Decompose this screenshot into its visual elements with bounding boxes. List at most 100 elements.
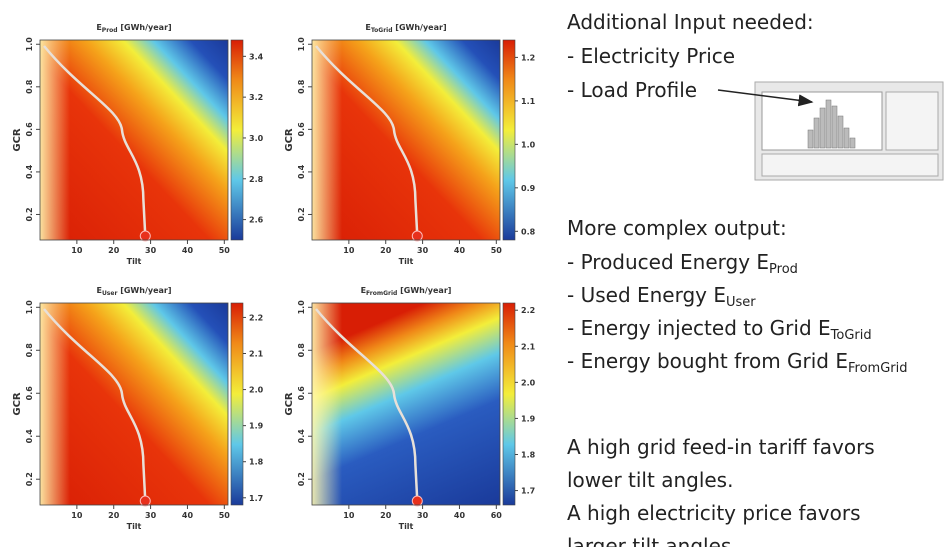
x-tick-label: 20 [380, 511, 392, 520]
colorbar-tick-label: 1.0 [521, 140, 536, 149]
input-heading: Additional Input needed: [567, 10, 814, 34]
x-tick-label: 20 [108, 511, 120, 520]
output-item-text: - Energy bought from Grid E [567, 349, 848, 373]
colorbar-tick-label: 2.2 [521, 306, 535, 315]
colorbar-tick-label: 2.8 [249, 175, 264, 184]
x-tick-label: 50 [491, 246, 503, 255]
y-axis-label: GCR [284, 128, 295, 152]
colorbar-tick-label: 2.2 [249, 313, 263, 322]
x-axis-label: Tilt [127, 522, 142, 531]
x-tick-label: 10 [343, 246, 355, 255]
optimum-point [140, 496, 150, 506]
colorbar-tick-label: 1.8 [521, 451, 536, 460]
note: lower tilt angles. [567, 468, 733, 492]
title-sub: ToGrid [371, 27, 393, 34]
x-tick-label: 60 [491, 511, 503, 520]
y-axis-label: GCR [284, 392, 295, 416]
output-heading: More complex output: [567, 216, 787, 240]
y-tick-label: 0.4 [25, 164, 34, 179]
colorbar [503, 303, 515, 505]
x-axis-label: Tilt [399, 257, 414, 266]
y-tick-label: 0.8 [25, 79, 34, 94]
x-tick-label: 10 [71, 511, 83, 520]
colorbar-tick-label: 2.1 [521, 342, 536, 351]
note: A high electricity price favors [567, 501, 861, 525]
panel-title: EFromGrid [GWh/year] [361, 286, 452, 297]
output-item-text: - Used Energy E [567, 283, 726, 307]
y-tick-label: 0.8 [25, 343, 34, 358]
colorbar [231, 40, 243, 240]
colorbar-tick-label: 1.9 [521, 414, 536, 423]
x-tick-label: 40 [454, 246, 466, 255]
colorbar-tick-label: 2.0 [249, 386, 264, 395]
y-tick-label: 1.0 [25, 37, 34, 52]
y-tick-label: 0.6 [25, 386, 34, 401]
colorbar-tick-label: 2.1 [249, 350, 264, 359]
colorbar-tick-label: 1.7 [521, 487, 535, 496]
title-sub: User [102, 290, 118, 297]
title-rest: [GWh/year] [117, 286, 171, 295]
colorbar-tick-label: 0.9 [521, 184, 536, 193]
optimum-point [412, 496, 422, 506]
slide: EProd [GWh/year] 10 20 30 40 50 0.2 0.4 0.6 0.8 1.… [0, 0, 947, 547]
thumbnail [755, 82, 943, 180]
input-item: - Electricity Price [567, 44, 735, 68]
x-tick-label: 40 [454, 511, 466, 520]
y-tick-label: 0.6 [297, 386, 306, 401]
x-tick-label: 40 [182, 246, 194, 255]
y-axis-label: GCR [12, 392, 23, 416]
x-tick-label: 30 [145, 246, 157, 255]
x-tick-label: 10 [343, 511, 355, 520]
y-tick-label: 0.8 [297, 343, 306, 358]
colorbar-tick-label: 1.1 [521, 97, 536, 106]
y-tick-label: 1.0 [297, 37, 306, 52]
title-rest: [GWh/year] [393, 23, 447, 32]
output-item-sub: Prod [769, 262, 798, 277]
panel-title: EUser [GWh/year] [96, 286, 171, 297]
output-item-sub: FromGrid [848, 361, 908, 376]
y-tick-label: 0.2 [297, 472, 306, 486]
x-tick-label: 40 [182, 511, 194, 520]
x-tick-label: 50 [219, 246, 231, 255]
y-tick-label: 0.4 [297, 164, 306, 179]
optimum-point [140, 231, 150, 241]
output-item-sub: ToGrid [830, 328, 872, 343]
optimum-point [412, 231, 422, 241]
output-item: - Produced Energy EProd [567, 250, 798, 277]
title-rest: [GWh/year] [397, 286, 451, 295]
colorbar-tick-label: 3.4 [249, 52, 264, 61]
x-tick-label: 50 [219, 511, 231, 520]
colorbar-tick-label: 3.0 [249, 134, 264, 143]
colorbar-tick-label: 1.7 [249, 494, 263, 503]
y-tick-label: 0.6 [25, 122, 34, 137]
colorbar [503, 40, 515, 240]
title-sub: Prod [102, 27, 118, 34]
x-axis-label: Tilt [399, 522, 414, 531]
colorbar-tick-label: 0.8 [521, 227, 536, 236]
title-sub: FromGrid [366, 290, 397, 297]
y-tick-label: 0.4 [297, 429, 306, 444]
output-item-text: - Produced Energy E [567, 250, 769, 274]
x-tick-label: 30 [417, 511, 429, 520]
y-tick-label: 1.0 [297, 300, 306, 315]
y-tick-label: 0.4 [25, 429, 34, 444]
output-item-sub: User [726, 295, 756, 310]
colorbar [231, 303, 243, 505]
output-item: - Energy injected to Grid EToGrid [567, 316, 872, 343]
panel-title: EToGrid [GWh/year] [365, 23, 446, 34]
output-item: - Used Energy EUser [567, 283, 756, 310]
note: A high grid feed-in tariff favors [567, 435, 875, 459]
colorbar-tick-label: 3.2 [249, 93, 263, 102]
note: larger tilt angles. [567, 534, 738, 547]
y-tick-label: 0.2 [25, 472, 34, 486]
y-tick-label: 0.2 [25, 207, 34, 221]
input-item: - Load Profile [567, 78, 697, 102]
title-rest: [GWh/year] [118, 23, 172, 32]
output-item: - Energy bought from Grid EFromGrid [567, 349, 908, 376]
y-tick-label: 0.2 [297, 207, 306, 221]
colorbar-tick-label: 2.0 [521, 378, 536, 387]
x-tick-label: 30 [145, 511, 157, 520]
y-axis-label: GCR [12, 128, 23, 152]
y-tick-label: 0.8 [297, 79, 306, 94]
panel-title: EProd [GWh/year] [96, 23, 171, 34]
